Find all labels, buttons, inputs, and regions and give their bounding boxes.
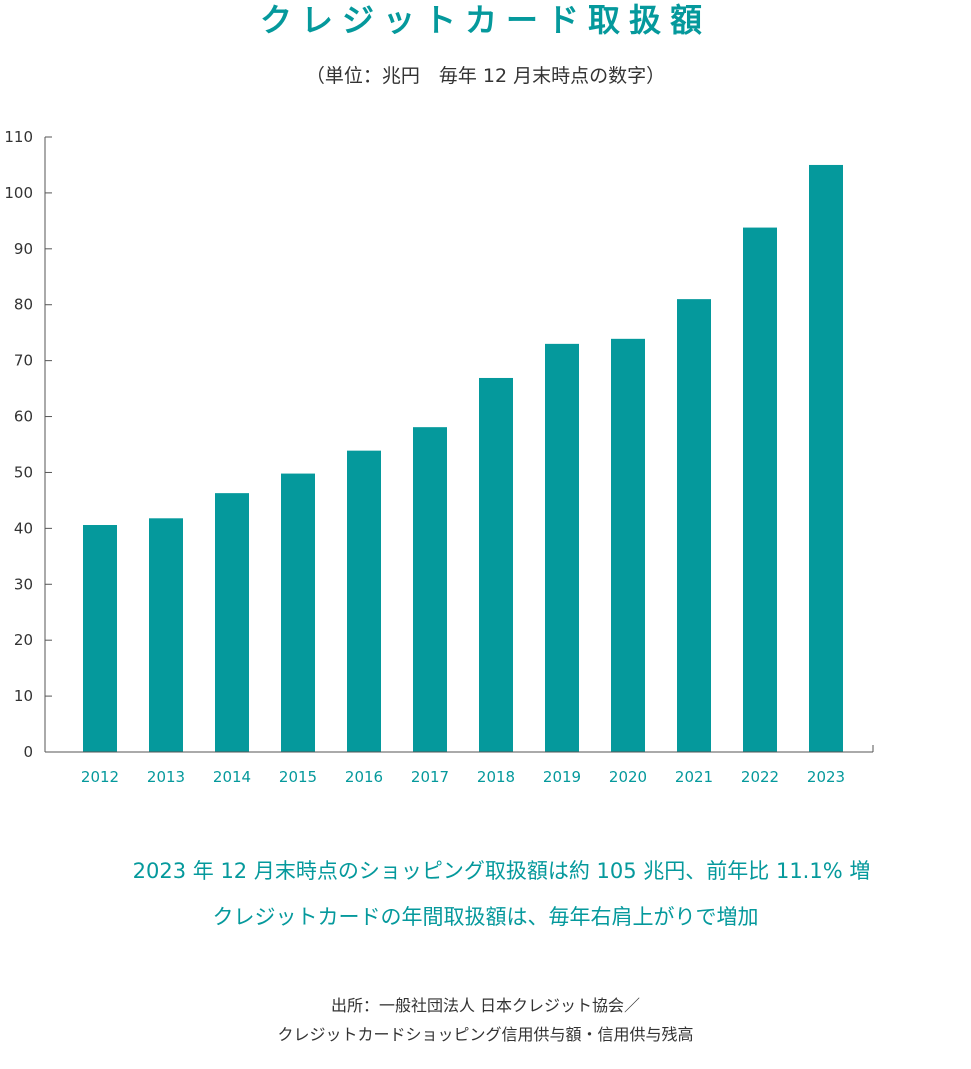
source-line-2: クレジットカードショッピング信用供与額・信用供与残高 <box>277 1025 694 1044</box>
bar-2023 <box>809 164 843 753</box>
x-tick-label: 2021 <box>675 768 713 786</box>
y-tick-label: 20 <box>14 631 33 649</box>
bar-2019 <box>545 343 579 752</box>
y-tick-label: 10 <box>14 687 33 705</box>
y-tick-label: 80 <box>14 296 33 314</box>
x-tick-label: 2016 <box>345 768 383 786</box>
y-axis: 0 10 20 30 40 50 60 70 80 90 100 110 <box>4 128 52 761</box>
y-tick-label: 50 <box>14 463 33 481</box>
bar-2017 <box>413 427 447 752</box>
y-tick-label: 100 <box>4 184 33 202</box>
bar-2022 <box>743 227 777 752</box>
bar-2020 <box>611 338 645 752</box>
x-tick-label: 2015 <box>279 768 317 786</box>
x-tick-label: 2019 <box>543 768 581 786</box>
x-tick-label: 2018 <box>477 768 515 786</box>
bar-2014 <box>215 493 249 752</box>
y-tick-label: 60 <box>14 408 33 426</box>
y-tick-label: 110 <box>4 128 33 146</box>
y-tick-label: 40 <box>14 519 33 537</box>
chart-title: クレジットカード取扱額 <box>259 1 711 39</box>
y-tick-label: 90 <box>14 240 33 258</box>
x-tick-label: 2023 <box>807 768 845 786</box>
x-tick-label: 2012 <box>81 768 119 786</box>
chart-subtitle: （単位：兆円 毎年 12 月末時点の数字） <box>305 65 666 87</box>
bar-2016 <box>347 450 381 752</box>
caption-line-2: クレジットカードの年間取扱額は、毎年右肩上がりで増加 <box>212 905 759 929</box>
x-tick-label: 2017 <box>411 768 449 786</box>
bar-2013 <box>149 518 183 752</box>
x-tick-label: 2020 <box>609 768 647 786</box>
y-tick-label: 0 <box>23 743 33 761</box>
bar-2021 <box>677 299 711 752</box>
x-tick-label: 2022 <box>741 768 779 786</box>
x-tick-label: 2014 <box>213 768 251 786</box>
y-tick-label: 70 <box>14 352 33 370</box>
bar-2012 <box>83 525 117 752</box>
bar-2018 <box>479 377 513 752</box>
y-tick-label: 30 <box>14 575 33 593</box>
source-line-1: 出所：一般社団法人 日本クレジット協会／ <box>330 996 641 1015</box>
bars <box>83 164 843 753</box>
x-axis: 2012 2013 2014 2015 2016 2017 2018 2019 2020 2021… <box>45 745 874 786</box>
bar-2015 <box>281 473 315 752</box>
caption-line-1: 2023 年 12 月末時点のショッピング取扱額は約 105 兆円、前年比 11… <box>132 859 871 883</box>
x-tick-label: 2013 <box>147 768 185 786</box>
